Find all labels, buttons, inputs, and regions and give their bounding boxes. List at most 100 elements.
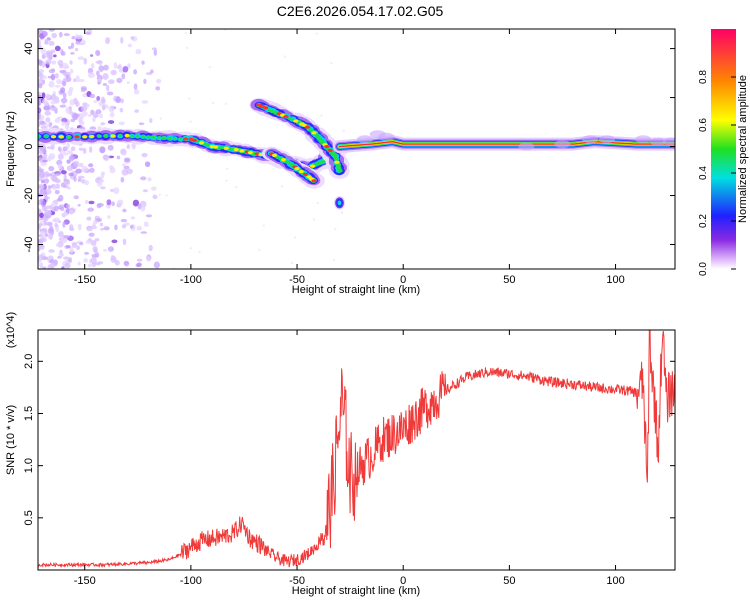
colorbar: 0.0 0.2 0.4 0.6 0.8 Normalized spectral ampl… xyxy=(698,29,749,276)
noise-speck xyxy=(54,73,59,79)
noise-speck xyxy=(48,225,54,232)
noise-speck xyxy=(96,70,100,77)
colorbar-tick-label: 0.4 xyxy=(698,166,709,180)
track-cell xyxy=(205,143,211,147)
noise-speck xyxy=(103,64,109,71)
steady-track-bump xyxy=(356,135,373,144)
steady-track-bump xyxy=(554,140,571,149)
noise-speck xyxy=(141,152,148,158)
noise-speck xyxy=(135,48,142,55)
steady-track-bump xyxy=(635,135,652,144)
snr-x-axis-label: Height of straight line (km) xyxy=(292,585,420,597)
noise-speck xyxy=(73,176,77,182)
spectrogram-panel: -150 -100 -50 0 50 100 -40 -20 0 20 40 Height of … xyxy=(5,28,676,296)
track-cell xyxy=(43,134,49,139)
x-tick-label: -50 xyxy=(289,274,305,286)
noise-speck xyxy=(78,117,82,123)
snr-y-axis: 0.5 1.0 1.5 2.0 xyxy=(23,354,675,525)
noise-speck xyxy=(85,32,91,35)
x-tick-label: -100 xyxy=(180,575,202,587)
noise-speck xyxy=(89,146,93,153)
noise-speck xyxy=(66,159,71,164)
noise-speck xyxy=(102,72,109,80)
noise-speck xyxy=(56,197,62,202)
noise-speck xyxy=(62,221,66,228)
noise-speck xyxy=(121,73,126,80)
noise-speck xyxy=(130,216,136,220)
steady-track-bump xyxy=(599,135,616,144)
noise-speck xyxy=(54,178,61,184)
noise-speck xyxy=(54,173,61,177)
snr-y-axis-label: SNR (10 * v/v) xyxy=(5,405,17,475)
noise-speck xyxy=(106,199,112,206)
noise-speck xyxy=(88,232,95,237)
noise-speck xyxy=(258,248,261,252)
noise-speck xyxy=(88,72,95,79)
noise-speck xyxy=(43,196,51,200)
noise-speck xyxy=(63,33,70,37)
noise-speck xyxy=(280,185,284,188)
noise-speck xyxy=(71,36,76,40)
noise-speck xyxy=(95,109,102,115)
colorbar-ticks: 0.0 0.2 0.4 0.6 0.8 xyxy=(698,70,736,276)
noise-speck xyxy=(119,107,124,113)
noise-speck xyxy=(44,110,51,116)
noise-speck xyxy=(133,69,138,75)
y-tick-label: 40 xyxy=(23,42,35,54)
noise-speck xyxy=(51,104,55,109)
noise-speck xyxy=(73,195,79,200)
noise-speck xyxy=(118,63,123,71)
noise-speck xyxy=(65,180,70,185)
noise-speck xyxy=(100,227,105,231)
track-hotspot xyxy=(191,138,198,143)
colorbar-tick-label: 0.6 xyxy=(698,118,709,132)
noise-speck xyxy=(101,171,106,175)
noise-speck xyxy=(105,37,111,45)
x-tick-label: 50 xyxy=(503,575,515,587)
noise-speck xyxy=(81,110,88,117)
noise-speck xyxy=(69,60,73,65)
noise-speck xyxy=(69,99,75,106)
noise-speck xyxy=(51,200,59,207)
noise-speck xyxy=(52,218,57,223)
noise-speck xyxy=(132,199,140,207)
noise-speck xyxy=(85,240,92,244)
track-cell xyxy=(146,135,151,139)
track-cell xyxy=(315,135,321,139)
noise-speck xyxy=(107,144,114,151)
noise-speck xyxy=(64,262,71,269)
track-hotspot xyxy=(271,153,278,157)
noise-speck xyxy=(51,32,57,39)
noise-speck xyxy=(40,125,47,129)
noise-speck xyxy=(144,161,151,168)
noise-speck xyxy=(66,186,72,190)
noise-speck xyxy=(70,68,74,74)
noise-speck xyxy=(76,245,81,251)
noise-speck xyxy=(130,36,135,40)
noise-speck xyxy=(137,203,142,210)
noise-speck xyxy=(60,206,65,212)
noise-speck xyxy=(122,66,129,73)
track-cell xyxy=(333,157,339,161)
noise-speck xyxy=(86,227,94,232)
noise-speck xyxy=(51,60,57,65)
noise-speck xyxy=(90,54,94,57)
track-hotspot xyxy=(302,172,309,177)
track-cell xyxy=(157,136,161,139)
noise-speck xyxy=(143,221,149,227)
noise-speck xyxy=(50,143,55,151)
noise-speck xyxy=(65,106,71,114)
noise-speck xyxy=(54,222,58,228)
noise-speck xyxy=(70,42,75,49)
noise-speck xyxy=(43,191,48,197)
noise-speck xyxy=(46,205,51,209)
noise-speck xyxy=(88,113,92,118)
noise-speck xyxy=(186,46,189,50)
noise-speck xyxy=(48,80,55,88)
track-hotspot xyxy=(58,135,64,139)
noise-speck xyxy=(38,100,41,107)
noise-speck xyxy=(100,186,106,190)
noise-speck xyxy=(60,97,68,104)
